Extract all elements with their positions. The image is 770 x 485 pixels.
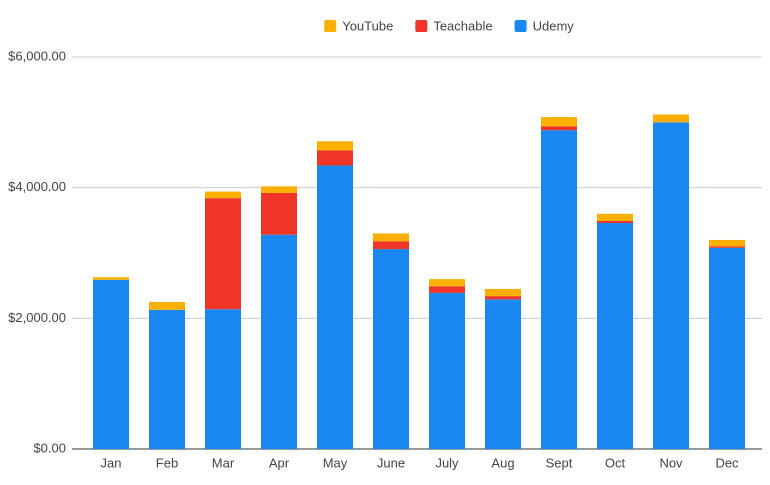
x-tick-label: June <box>377 455 405 470</box>
bar-segment <box>709 247 745 449</box>
bar-segment <box>149 309 185 449</box>
bar-segment <box>317 141 353 151</box>
y-tick-label: $6,000.00 <box>8 48 66 63</box>
legend-label: Udemy <box>533 18 575 33</box>
bar-segment <box>541 126 577 131</box>
legend-label: YouTube <box>342 18 393 33</box>
bar-segment <box>373 241 409 250</box>
y-tick-label: $2,000.00 <box>8 310 66 325</box>
bar-segment <box>485 296 521 300</box>
x-tick-label: Jan <box>101 455 122 470</box>
bar-segment <box>93 277 129 280</box>
bar-segment <box>205 309 241 449</box>
x-tick-label: Aug <box>491 455 514 470</box>
x-tick-label: Nov <box>659 455 683 470</box>
x-tick-label: Dec <box>715 455 739 470</box>
x-tick-label: July <box>435 455 459 470</box>
bar-segment <box>205 198 241 310</box>
bar-segment <box>653 114 689 123</box>
legend-swatch <box>415 20 428 32</box>
legend-swatch <box>324 20 337 32</box>
bar-segment <box>429 279 465 287</box>
x-tick-label: Apr <box>269 455 290 470</box>
x-tick-label: Feb <box>156 455 178 470</box>
legend-label: Teachable <box>433 18 492 33</box>
bar-segment <box>653 122 689 449</box>
bar-segment <box>429 286 465 293</box>
bar-segment <box>485 288 521 297</box>
bar-segment <box>597 220 633 223</box>
x-tick-label: May <box>323 455 348 470</box>
legend-swatch <box>514 20 527 32</box>
bar-segment <box>373 233 409 242</box>
bar-segment <box>93 279 129 449</box>
bar-segment <box>429 292 465 449</box>
bar-segment <box>541 117 577 127</box>
bar-segment <box>709 246 745 248</box>
bar-segment <box>261 186 297 193</box>
bar-segment <box>261 192 297 235</box>
bar-segment <box>205 191 241 199</box>
bar-segment <box>485 299 521 449</box>
bar-segment <box>149 302 185 310</box>
bar-segment <box>373 249 409 449</box>
x-tick-label: Oct <box>605 455 626 470</box>
y-tick-label: $0.00 <box>33 440 66 455</box>
bar-segment <box>261 234 297 449</box>
bar-segment <box>709 239 745 247</box>
bar-segment <box>597 222 633 449</box>
bar-segment <box>317 150 353 166</box>
x-tick-label: Mar <box>212 455 235 470</box>
bar-segment <box>541 130 577 449</box>
y-tick-label: $4,000.00 <box>8 179 66 194</box>
x-tick-label: Sept <box>546 455 573 470</box>
bar-segment <box>597 213 633 221</box>
bar-segment <box>317 165 353 449</box>
